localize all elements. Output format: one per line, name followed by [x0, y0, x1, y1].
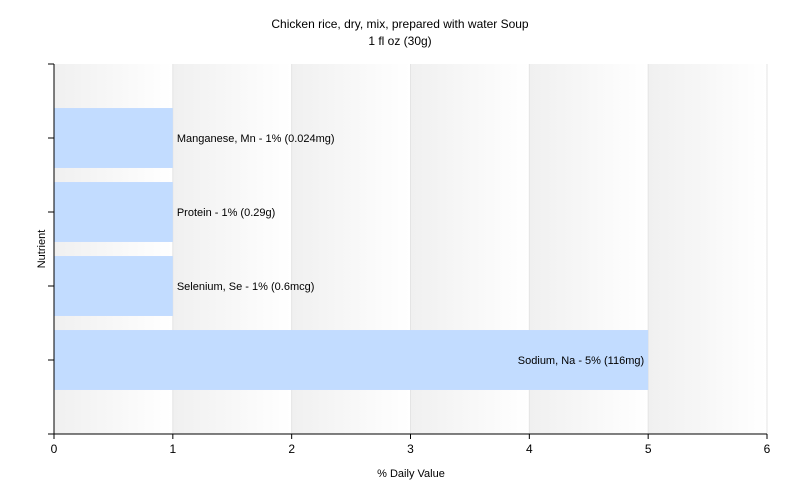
x-tick-label: 6 — [764, 442, 771, 456]
bar-label: Sodium, Na - 5% (116mg) — [518, 355, 644, 367]
x-tick-label: 5 — [645, 442, 652, 456]
x-ticks: 0 1 2 3 4 5 6 — [51, 434, 771, 456]
bar-label: Protein - 1% (0.29g) — [177, 207, 275, 219]
bar — [54, 182, 173, 242]
chart-subtitle: 1 fl oz (30g) — [368, 34, 431, 48]
grid-band — [648, 64, 767, 434]
x-tick-label: 0 — [51, 442, 58, 456]
bar-label: Selenium, Se - 1% (0.6mcg) — [177, 281, 315, 293]
y-axis-label: Nutrient — [36, 230, 48, 269]
bar — [54, 256, 173, 316]
y-ticks — [48, 63, 54, 435]
chart-title: Chicken rice, dry, mix, prepared with wa… — [271, 17, 529, 31]
x-tick-label: 2 — [288, 442, 295, 456]
x-tick-label: 4 — [526, 442, 533, 456]
bar — [54, 330, 649, 390]
bar-label: Manganese, Mn - 1% (0.024mg) — [177, 133, 335, 145]
bars: Manganese, Mn - 1% (0.024mg) Protein - 1%… — [54, 108, 649, 390]
x-tick-label: 1 — [169, 442, 176, 456]
x-tick-label: 3 — [407, 442, 414, 456]
x-axis-label: % Daily Value — [377, 468, 445, 480]
bar — [54, 108, 173, 168]
